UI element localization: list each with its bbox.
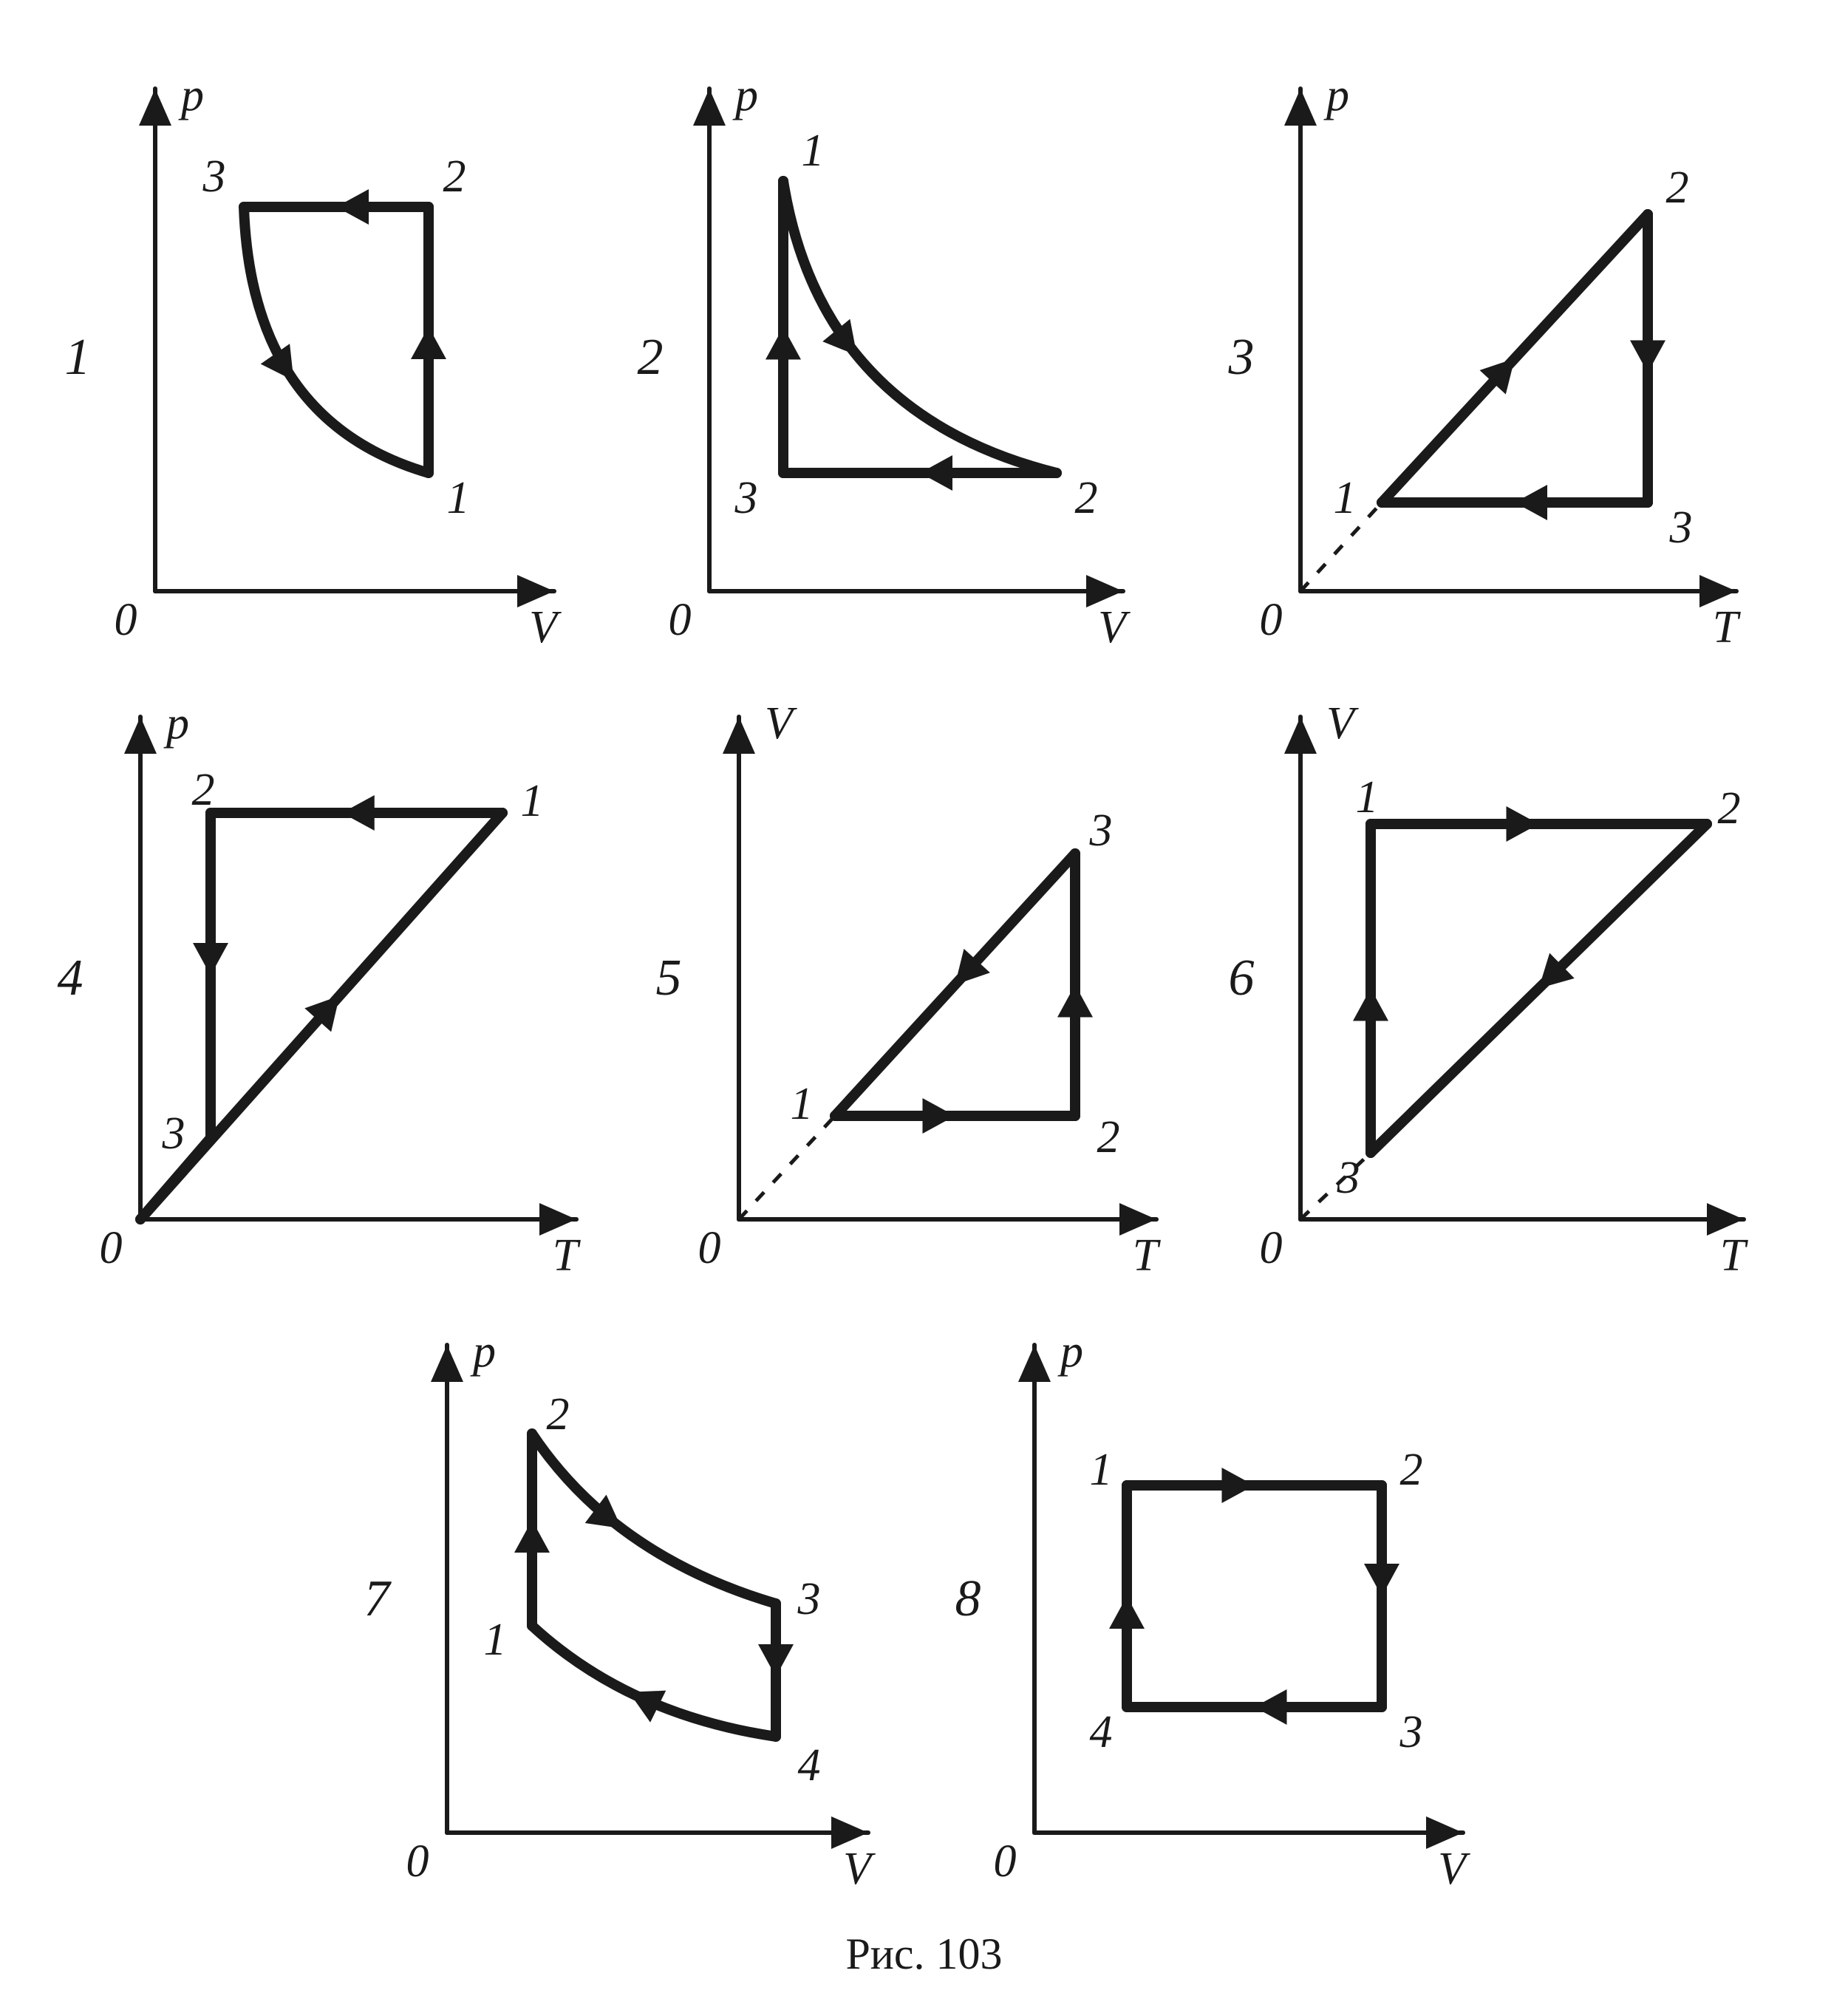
thermodynamic-diagrams: pV01123pV02123pT03123pT04123VT05123VT061… <box>0 0 1848 1996</box>
svg-text:V: V <box>1326 698 1359 749</box>
svg-text:2: 2 <box>192 765 215 815</box>
svg-text:1: 1 <box>1090 1445 1113 1495</box>
svg-text:1: 1 <box>791 1079 814 1129</box>
svg-text:0: 0 <box>115 595 137 645</box>
svg-text:0: 0 <box>669 595 692 645</box>
svg-text:V: V <box>1098 602 1131 653</box>
svg-text:4: 4 <box>58 950 83 1006</box>
svg-text:1: 1 <box>521 776 544 826</box>
svg-text:p: p <box>732 70 758 120</box>
svg-text:V: V <box>843 1844 876 1894</box>
svg-text:2: 2 <box>1718 783 1741 834</box>
svg-text:2: 2 <box>443 151 466 202</box>
svg-text:T: T <box>1133 1230 1162 1281</box>
svg-text:0: 0 <box>100 1223 123 1273</box>
svg-text:2: 2 <box>638 329 664 386</box>
figure-caption: Рис. 103 <box>0 1929 1848 1980</box>
panel-2 <box>709 89 1123 591</box>
svg-text:0: 0 <box>406 1836 429 1887</box>
panel-5 <box>739 717 1156 1219</box>
svg-text:3: 3 <box>162 1108 185 1159</box>
svg-text:6: 6 <box>1229 950 1255 1006</box>
svg-text:1: 1 <box>447 473 470 523</box>
svg-text:2: 2 <box>1400 1445 1423 1495</box>
svg-text:4: 4 <box>1090 1707 1113 1757</box>
svg-text:3: 3 <box>1228 329 1255 386</box>
svg-text:2: 2 <box>1075 473 1098 523</box>
svg-text:3: 3 <box>734 473 758 523</box>
svg-text:p: p <box>178 70 204 120</box>
svg-text:3: 3 <box>1337 1153 1360 1203</box>
svg-text:0: 0 <box>1260 1223 1283 1273</box>
svg-text:7: 7 <box>364 1570 392 1627</box>
svg-text:T: T <box>553 1230 582 1281</box>
svg-text:2: 2 <box>1666 163 1689 213</box>
svg-text:p: p <box>470 1326 496 1377</box>
svg-text:T: T <box>1720 1230 1749 1281</box>
svg-text:1: 1 <box>484 1615 507 1665</box>
svg-text:3: 3 <box>202 151 226 202</box>
svg-text:0: 0 <box>698 1223 721 1273</box>
svg-text:0: 0 <box>1260 595 1283 645</box>
svg-text:1: 1 <box>65 329 91 386</box>
panel-8 <box>1034 1345 1463 1833</box>
svg-text:V: V <box>529 602 562 653</box>
svg-text:5: 5 <box>656 950 682 1006</box>
svg-text:3: 3 <box>1089 805 1113 856</box>
svg-text:p: p <box>163 698 189 749</box>
svg-text:3: 3 <box>797 1574 821 1624</box>
svg-text:1: 1 <box>802 126 825 176</box>
svg-text:2: 2 <box>547 1389 570 1440</box>
svg-text:8: 8 <box>955 1570 981 1627</box>
svg-text:1: 1 <box>1356 772 1379 822</box>
svg-text:2: 2 <box>1097 1112 1120 1162</box>
svg-text:p: p <box>1323 70 1349 120</box>
svg-text:3: 3 <box>1399 1707 1423 1757</box>
svg-text:3: 3 <box>1669 503 1693 553</box>
svg-text:T: T <box>1713 602 1742 653</box>
svg-text:V: V <box>1438 1844 1470 1894</box>
svg-text:0: 0 <box>994 1836 1017 1887</box>
svg-text:4: 4 <box>798 1740 821 1791</box>
svg-text:V: V <box>765 698 797 749</box>
svg-text:p: p <box>1057 1326 1083 1377</box>
svg-text:1: 1 <box>1334 473 1357 523</box>
